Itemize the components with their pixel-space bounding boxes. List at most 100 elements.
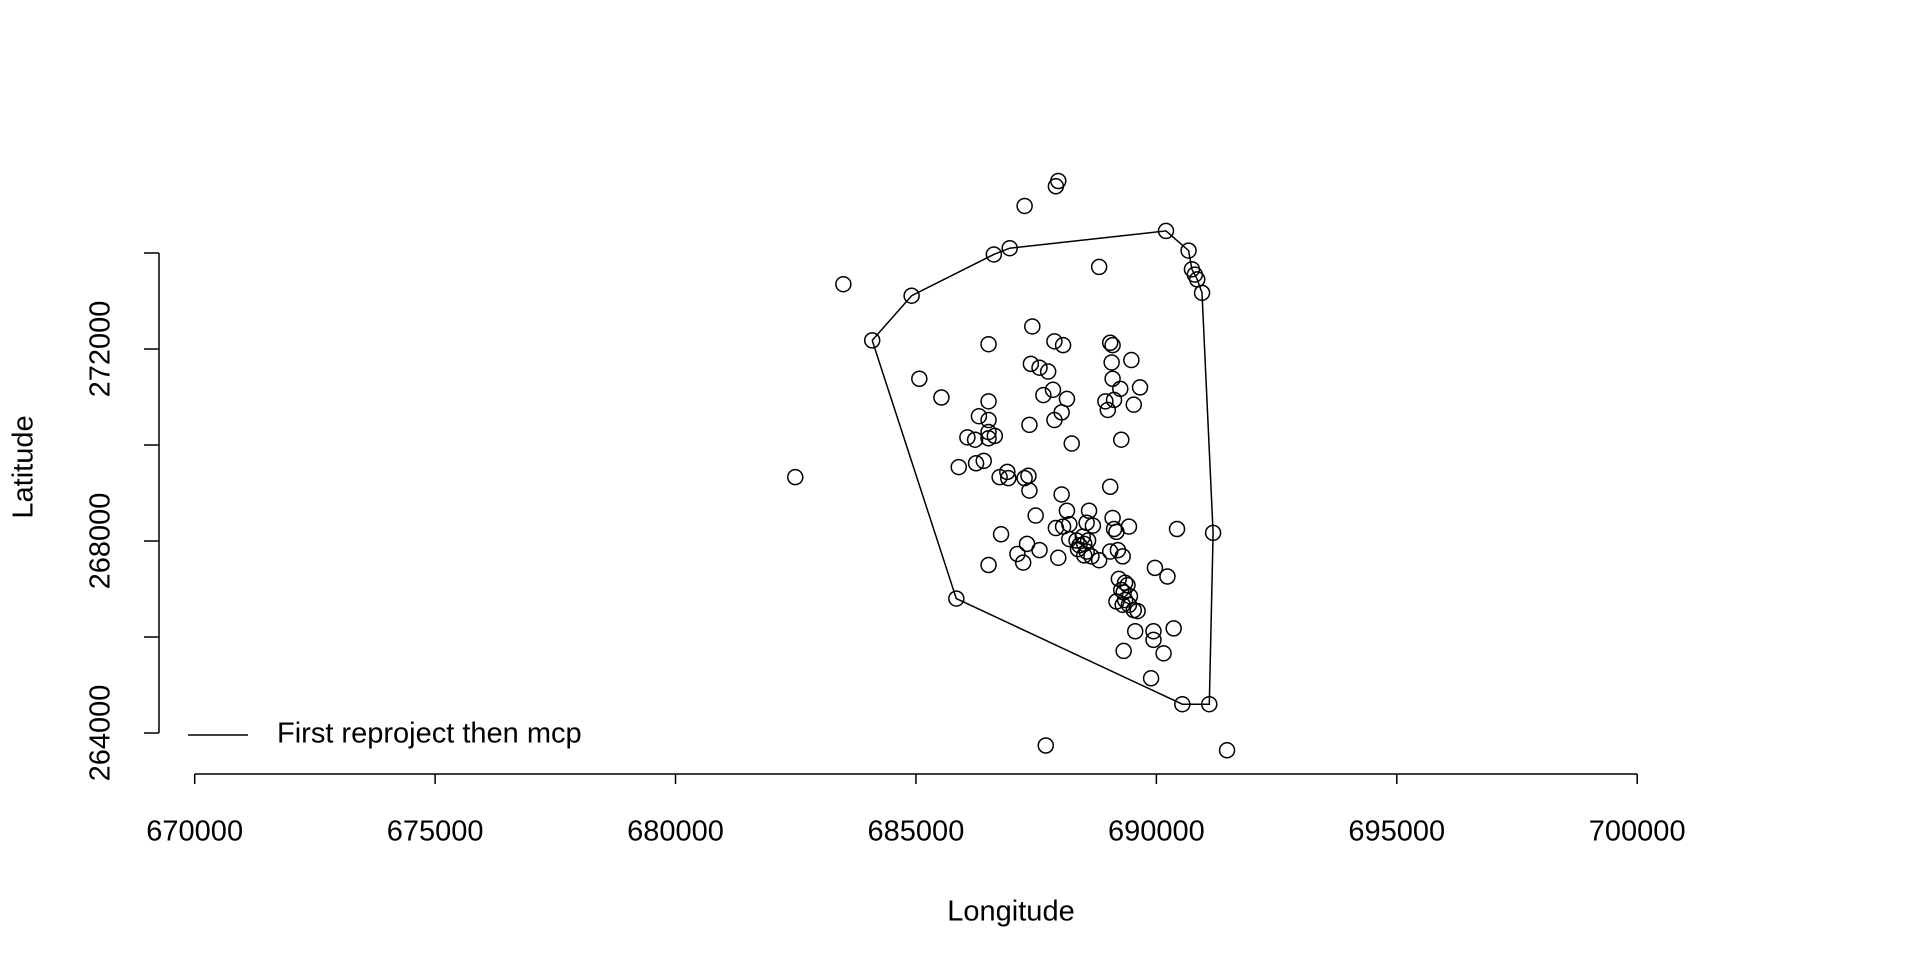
point [911, 370, 928, 388]
point [980, 430, 997, 447]
point [1046, 411, 1063, 429]
point [1022, 355, 1040, 373]
point [1024, 318, 1041, 335]
point [1031, 359, 1048, 376]
point [1115, 642, 1132, 660]
point [1105, 391, 1123, 409]
x-tick-label: 695000 [1348, 816, 1445, 848]
point [948, 590, 965, 607]
x-tick-label: 690000 [1108, 816, 1205, 848]
point [1090, 551, 1108, 569]
x-tick-label: 700000 [1589, 816, 1686, 848]
x-tick-label: 670000 [146, 816, 243, 848]
point [1046, 333, 1063, 350]
point [1104, 336, 1121, 354]
point [863, 332, 881, 349]
point [1027, 507, 1044, 524]
point [1155, 645, 1172, 662]
point [980, 411, 997, 429]
point [1145, 622, 1162, 640]
point [1069, 540, 1087, 558]
point [985, 246, 1003, 263]
point [980, 393, 997, 410]
point [1063, 435, 1080, 452]
point [1174, 695, 1191, 713]
point [1126, 622, 1144, 640]
point [1061, 530, 1078, 548]
point [980, 335, 997, 353]
point [950, 458, 967, 476]
point [1104, 370, 1121, 388]
point [1180, 242, 1197, 259]
point [1142, 670, 1160, 687]
point [1103, 354, 1120, 371]
point [1146, 559, 1164, 577]
point [1078, 543, 1095, 560]
point [1000, 469, 1017, 487]
point [1083, 548, 1100, 565]
point [975, 452, 992, 470]
y-tick-label: 268000 [85, 493, 117, 590]
point [959, 429, 976, 446]
point [1035, 386, 1052, 404]
point [1101, 334, 1119, 352]
point [787, 468, 804, 486]
x-tick-label: 675000 [387, 816, 484, 848]
point [1001, 239, 1018, 257]
point [991, 468, 1008, 486]
point [1131, 379, 1149, 396]
point [1165, 620, 1182, 637]
point [1054, 336, 1072, 354]
point [1101, 478, 1119, 496]
point [1021, 482, 1038, 499]
point [1114, 596, 1131, 614]
point [1120, 596, 1138, 614]
y-axis-title: Latitude [8, 415, 40, 518]
point [1129, 602, 1146, 620]
point [1058, 502, 1076, 520]
point [966, 431, 984, 448]
point [1113, 431, 1130, 448]
point [1105, 520, 1123, 538]
point [1084, 517, 1102, 534]
point [1021, 416, 1038, 434]
point [1201, 695, 1218, 713]
point [1039, 363, 1057, 380]
point [1114, 548, 1131, 565]
point [1009, 545, 1026, 563]
point [1108, 523, 1125, 541]
point [1168, 520, 1186, 538]
point [903, 287, 920, 304]
x-axis-title: Longitude [947, 896, 1074, 928]
point [1097, 393, 1114, 410]
point [1112, 380, 1129, 398]
x-tick-label: 685000 [868, 816, 965, 848]
y-tick-label: 272000 [85, 301, 117, 398]
point [1053, 486, 1070, 503]
point [1031, 541, 1048, 559]
point [980, 556, 997, 574]
point [1204, 524, 1222, 542]
point [1014, 554, 1032, 571]
point [1145, 631, 1162, 649]
legend-label: First reproject then mcp [277, 718, 582, 750]
point [1016, 197, 1033, 215]
point [1050, 549, 1067, 567]
point [1125, 396, 1143, 413]
point [1099, 401, 1117, 419]
point [967, 454, 985, 472]
y-tick-label: 264000 [85, 685, 117, 782]
point [1080, 502, 1098, 520]
point [1075, 535, 1093, 553]
point [1193, 284, 1211, 302]
point [1157, 222, 1175, 240]
x-tick-label: 680000 [627, 816, 724, 848]
point [970, 407, 988, 425]
point [992, 526, 1010, 543]
point [1123, 351, 1140, 369]
point [1075, 547, 1093, 564]
point [933, 389, 950, 406]
mcp-polygon [871, 230, 1214, 705]
